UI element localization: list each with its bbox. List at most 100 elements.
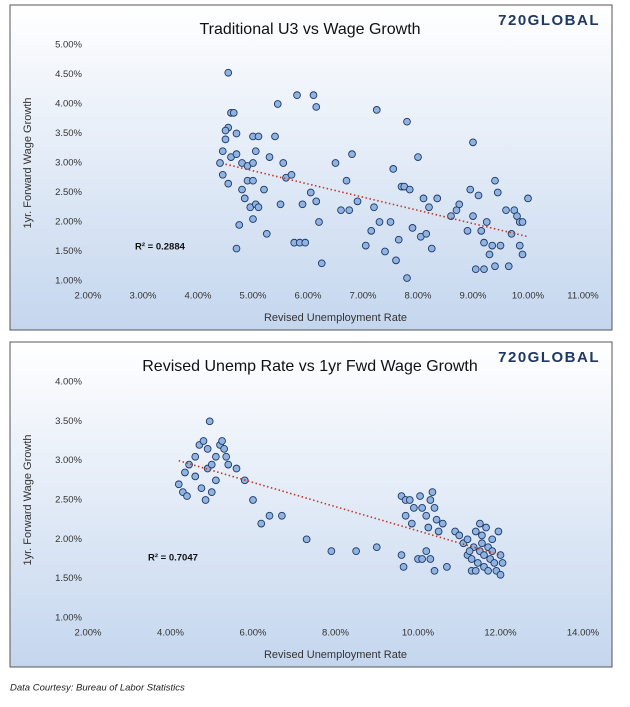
point xyxy=(422,229,431,238)
point xyxy=(502,206,510,215)
x-tick-label: 8.00% xyxy=(322,628,349,639)
point xyxy=(476,519,484,528)
x-tick-label: 6.00% xyxy=(240,628,267,639)
point xyxy=(496,241,505,250)
y-tick-label: 4.00% xyxy=(55,99,82,110)
point xyxy=(403,117,411,126)
point xyxy=(229,108,238,117)
point xyxy=(197,484,206,493)
point xyxy=(432,515,441,524)
point xyxy=(518,218,527,226)
r-squared: R² = 0.2884 xyxy=(135,242,186,253)
chart-panel: Revised Unemp Rate vs 1yr Fwd Wage Growt… xyxy=(9,341,613,668)
footer: Data Courtesy: Bureau of Labor Statistic… xyxy=(10,683,185,694)
point xyxy=(403,274,411,282)
x-axis-label: Revised Unemployment Rate xyxy=(264,649,407,661)
point xyxy=(433,194,442,203)
point xyxy=(372,543,381,552)
point xyxy=(232,150,241,159)
point xyxy=(405,185,414,194)
x-tick-label: 9.00% xyxy=(460,291,487,302)
point xyxy=(372,106,381,114)
point xyxy=(249,159,257,167)
point xyxy=(224,460,233,469)
point xyxy=(478,539,486,548)
point xyxy=(370,203,378,212)
y-tick-label: 1.50% xyxy=(55,246,82,257)
point xyxy=(352,547,360,555)
point xyxy=(235,221,244,229)
point xyxy=(301,238,310,247)
point xyxy=(353,197,362,206)
x-tick-label: 10.00% xyxy=(402,628,435,639)
point xyxy=(426,555,435,563)
point xyxy=(419,194,428,203)
point xyxy=(207,488,216,496)
point xyxy=(480,238,488,247)
point xyxy=(488,535,497,544)
point xyxy=(438,519,447,528)
point xyxy=(434,527,443,536)
point xyxy=(407,519,416,528)
y-tick-label: 1.00% xyxy=(55,276,82,287)
point xyxy=(482,218,491,226)
y-tick-label: 5.00% xyxy=(55,40,82,51)
point xyxy=(331,159,340,167)
y-tick-label: 3.00% xyxy=(55,455,82,466)
point xyxy=(232,129,241,138)
point xyxy=(469,138,477,147)
point xyxy=(401,511,410,520)
point xyxy=(427,244,436,253)
point xyxy=(484,566,492,575)
point xyxy=(471,566,480,575)
point xyxy=(466,185,475,194)
point xyxy=(455,200,464,209)
point xyxy=(430,566,439,575)
point xyxy=(279,159,288,167)
point xyxy=(218,170,227,179)
point xyxy=(278,511,286,520)
point xyxy=(469,212,477,220)
point xyxy=(425,203,433,212)
point xyxy=(287,170,296,179)
point xyxy=(375,218,384,226)
point xyxy=(224,179,233,188)
point xyxy=(218,147,227,156)
x-tick-label: 7.00% xyxy=(350,291,377,302)
point xyxy=(524,194,532,203)
y-tick-label: 2.00% xyxy=(55,534,82,545)
point xyxy=(465,547,474,555)
point xyxy=(306,188,315,197)
x-tick-label: 12.00% xyxy=(484,628,517,639)
point xyxy=(201,496,210,504)
y-tick-label: 2.50% xyxy=(55,495,82,506)
point xyxy=(181,468,189,477)
point xyxy=(249,496,257,504)
point xyxy=(471,527,480,536)
y-tick-label: 4.00% xyxy=(55,377,82,388)
point xyxy=(345,206,354,215)
point xyxy=(410,504,418,512)
x-tick-label: 5.00% xyxy=(240,291,267,302)
panel-background xyxy=(9,341,613,668)
point xyxy=(249,215,257,223)
point xyxy=(183,492,191,500)
x-tick-label: 14.00% xyxy=(567,628,600,639)
point xyxy=(212,452,220,461)
point xyxy=(493,188,502,197)
r-squared: R² = 0.7047 xyxy=(148,553,198,564)
point xyxy=(405,496,414,504)
point xyxy=(491,262,499,271)
point xyxy=(199,437,208,445)
point xyxy=(212,476,220,485)
point xyxy=(496,570,505,579)
point xyxy=(482,523,490,532)
point xyxy=(174,480,183,489)
x-tick-label: 4.00% xyxy=(185,291,212,302)
point xyxy=(474,191,483,200)
point xyxy=(381,247,389,256)
chart-panel: Traditional U3 vs Wage Growth 720GLOBAL Re… xyxy=(9,4,613,331)
point xyxy=(414,153,422,161)
y-tick-label: 2.50% xyxy=(55,187,82,198)
y-tick-label: 4.50% xyxy=(55,69,82,80)
